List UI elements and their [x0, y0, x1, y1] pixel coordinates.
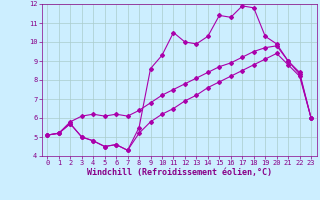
X-axis label: Windchill (Refroidissement éolien,°C): Windchill (Refroidissement éolien,°C) — [87, 168, 272, 177]
